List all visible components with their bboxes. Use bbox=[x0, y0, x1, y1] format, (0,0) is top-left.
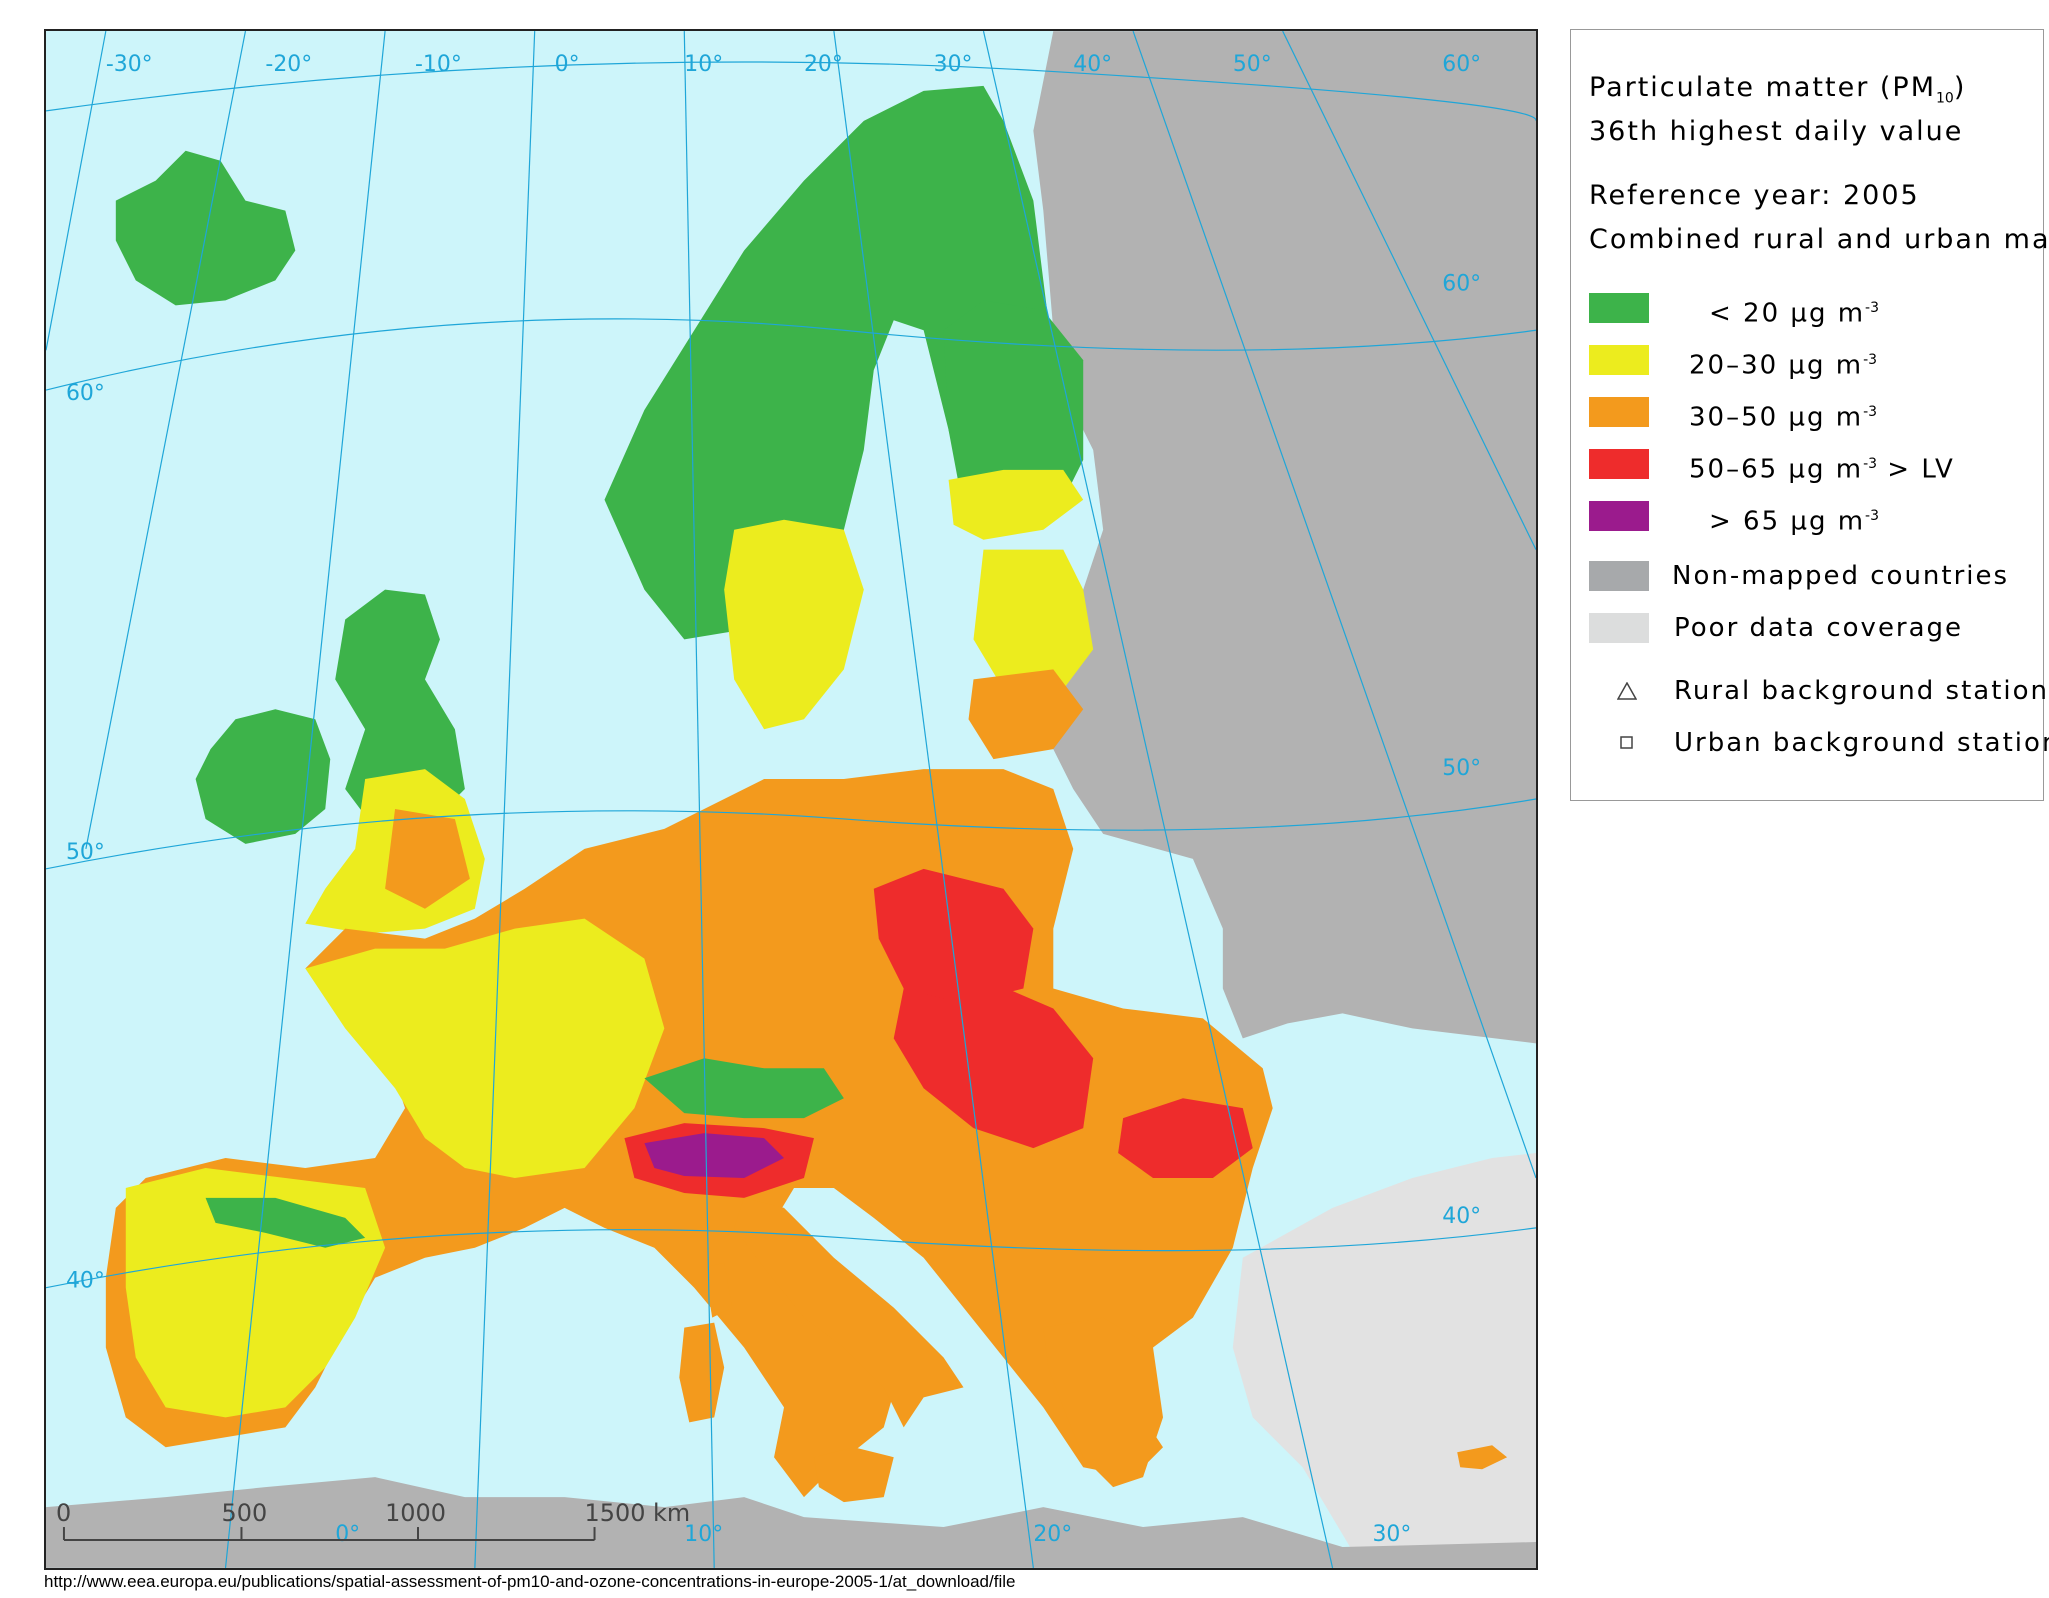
scale-bar-label: 1500 km bbox=[585, 1499, 691, 1527]
legend-rural-station-label: Rural background station bbox=[1674, 676, 2049, 706]
region-sweden-south bbox=[724, 519, 864, 730]
region-corsica bbox=[704, 1262, 733, 1318]
legend-swatch-non-mapped bbox=[1589, 561, 1649, 591]
latitude-label: 60° bbox=[66, 381, 105, 406]
legend-swatch-green bbox=[1589, 293, 1649, 323]
latitude-label: 40° bbox=[66, 1269, 105, 1294]
scale-bar-label: 1000 bbox=[385, 1499, 446, 1527]
longitude-label: 0° bbox=[555, 52, 580, 77]
region-sardinia bbox=[679, 1322, 725, 1423]
region-po-valley-purple bbox=[644, 1133, 785, 1178]
region-iceland bbox=[115, 150, 296, 306]
graticule-labels: -30° -20° -10° 0° 10° 20° 30° 40° 50° 60… bbox=[66, 52, 1481, 1547]
longitude-label: 0° bbox=[335, 1522, 360, 1547]
longitude-label: 30° bbox=[1372, 1522, 1411, 1547]
longitude-label: 40° bbox=[1073, 52, 1112, 77]
latitude-label: 50° bbox=[1442, 756, 1481, 781]
legend-urban-station-label: Urban background station bbox=[1674, 728, 2049, 758]
legend-poor-coverage-label: Poor data coverage bbox=[1674, 613, 1964, 643]
non-mapped-east bbox=[1033, 31, 1536, 1044]
longitude-label: -10° bbox=[415, 52, 462, 77]
legend-class-label: 20–30 µg m-3 bbox=[1689, 350, 1878, 381]
longitude-label: 10° bbox=[684, 52, 723, 77]
region-cyprus bbox=[1457, 1445, 1508, 1470]
latitude-label: 60° bbox=[1442, 271, 1481, 296]
region-iberia-green bbox=[205, 1197, 366, 1248]
region-baltics bbox=[973, 549, 1094, 690]
longitude-label: 50° bbox=[1233, 52, 1272, 77]
scale-bar: 0 500 1000 1500 km bbox=[56, 1499, 691, 1542]
longitude-label: 60° bbox=[1442, 52, 1481, 77]
longitude-label: 30° bbox=[934, 52, 973, 77]
legend-class-label: 30–50 µg m-3 bbox=[1689, 402, 1878, 433]
region-ireland bbox=[195, 709, 331, 844]
longitude-label: -30° bbox=[106, 52, 153, 77]
europe-pm10-map: -30° -20° -10° 0° 10° 20° 30° 40° 50° 60… bbox=[46, 31, 1536, 1568]
square-outline-icon bbox=[1620, 736, 1633, 749]
region-greece bbox=[1043, 1317, 1164, 1488]
region-england-south bbox=[385, 808, 470, 909]
region-italy bbox=[734, 1197, 964, 1428]
scale-bar-label: 500 bbox=[222, 1499, 268, 1527]
graticule bbox=[46, 31, 1536, 1568]
region-sicily bbox=[813, 1447, 894, 1503]
legend-reference-year: Reference year: 2005 bbox=[1589, 180, 1920, 211]
legend-swatch-poor-coverage bbox=[1589, 613, 1649, 643]
map-frame: -30° -20° -10° 0° 10° 20° 30° 40° 50° 60… bbox=[44, 29, 1538, 1570]
region-romania-red bbox=[1118, 1098, 1253, 1178]
legend-swatch-red bbox=[1589, 449, 1649, 479]
longitude-label: -20° bbox=[265, 52, 312, 77]
region-hungary-red bbox=[893, 978, 1094, 1149]
longitude-label: 20° bbox=[804, 52, 843, 77]
legend-subtitle: 36th highest daily value bbox=[1589, 116, 1964, 147]
legend-swatch-orange bbox=[1589, 397, 1649, 427]
legend-map-type: Combined rural and urban map bbox=[1589, 224, 2049, 255]
legend-class-label: < 20 µg m-3 bbox=[1709, 298, 1880, 329]
legend-class-label: 50–65 µg m-3 > LV bbox=[1689, 454, 1955, 485]
poor-coverage-turkey bbox=[1232, 1153, 1536, 1568]
legend-swatch-purple bbox=[1589, 501, 1649, 531]
triangle-outline-icon bbox=[1617, 682, 1637, 700]
latitude-label: 40° bbox=[1442, 1204, 1481, 1229]
region-scandinavia bbox=[604, 85, 1064, 650]
non-mapped-africa bbox=[46, 1477, 1536, 1568]
region-poland-red bbox=[873, 868, 1034, 1004]
legend-non-mapped-label: Non-mapped countries bbox=[1672, 561, 2010, 591]
legend-swatch-yellow bbox=[1589, 345, 1649, 375]
scale-bar-label: 0 bbox=[56, 1499, 71, 1527]
legend: Particulate matter (PM10) 36th highest d… bbox=[1570, 29, 2049, 801]
legend-class-label: > 65 µg m-3 bbox=[1709, 506, 1880, 537]
region-france-yellow bbox=[305, 918, 665, 1178]
latitude-label: 50° bbox=[66, 840, 105, 865]
legend-title: Particulate matter (PM10) bbox=[1589, 72, 1967, 107]
region-alps-green bbox=[644, 1058, 844, 1119]
region-baltics-south bbox=[968, 669, 1084, 760]
longitude-label: 20° bbox=[1033, 1522, 1072, 1547]
longitude-label: 10° bbox=[684, 1522, 723, 1547]
region-great-britain bbox=[335, 589, 465, 829]
source-url: http://www.eea.europa.eu/publications/sp… bbox=[44, 1572, 1016, 1591]
region-finland-south bbox=[948, 469, 1084, 540]
